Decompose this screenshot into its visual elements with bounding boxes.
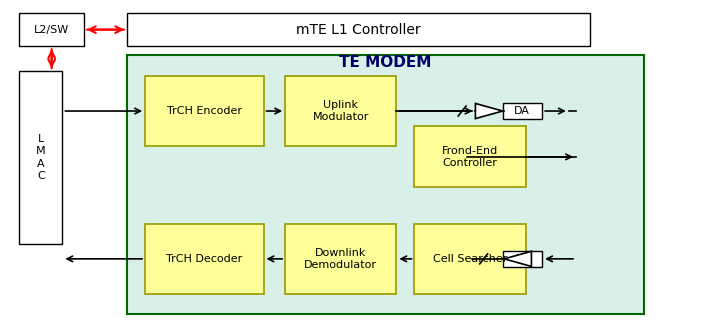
FancyBboxPatch shape <box>19 71 63 244</box>
FancyBboxPatch shape <box>145 76 264 146</box>
FancyBboxPatch shape <box>503 103 542 119</box>
Text: Uplink
Modulator: Uplink Modulator <box>313 100 369 122</box>
Text: Frond-End
Controller: Frond-End Controller <box>442 146 498 168</box>
Text: TrCH Encoder: TrCH Encoder <box>167 106 242 116</box>
Text: TrCH Decoder: TrCH Decoder <box>166 254 242 264</box>
Text: Cell Searcher: Cell Searcher <box>433 254 507 264</box>
Text: Downlink
Demodulator: Downlink Demodulator <box>304 248 377 270</box>
FancyBboxPatch shape <box>415 126 526 188</box>
FancyBboxPatch shape <box>285 76 397 146</box>
Text: L
M
A
C: L M A C <box>36 134 45 181</box>
Text: TE MODEM: TE MODEM <box>340 55 432 70</box>
FancyBboxPatch shape <box>19 13 84 46</box>
Polygon shape <box>475 104 503 119</box>
Polygon shape <box>504 251 531 266</box>
Text: AD: AD <box>514 254 530 264</box>
FancyBboxPatch shape <box>285 224 397 294</box>
Text: mTE L1 Controller: mTE L1 Controller <box>296 23 420 37</box>
FancyBboxPatch shape <box>127 13 590 46</box>
FancyBboxPatch shape <box>127 55 644 314</box>
Text: DA: DA <box>514 106 530 116</box>
FancyBboxPatch shape <box>415 224 526 294</box>
FancyBboxPatch shape <box>503 251 542 267</box>
FancyBboxPatch shape <box>145 224 264 294</box>
Text: L2/SW: L2/SW <box>34 25 69 35</box>
